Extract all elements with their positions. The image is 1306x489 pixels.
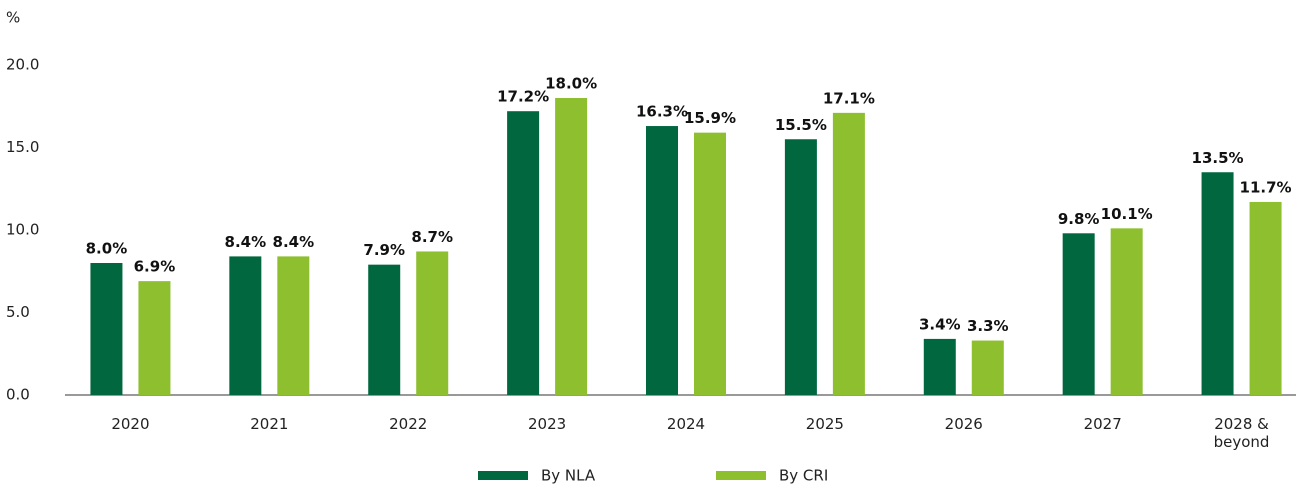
y-tick-label: 10.0	[6, 221, 39, 239]
bar	[1110, 228, 1143, 395]
bar	[229, 256, 262, 395]
value-label: 8.4%	[225, 233, 267, 251]
value-label: 11.7%	[1240, 178, 1292, 196]
x-tick-label: 2022	[389, 415, 428, 433]
bar	[416, 251, 449, 395]
bar	[971, 340, 1004, 395]
y-tick-label: 5.0	[6, 303, 30, 321]
bar	[368, 264, 401, 395]
value-label: 8.0%	[86, 240, 128, 258]
bar	[832, 112, 865, 395]
y-tick-label: 0.0	[6, 386, 30, 404]
value-label: 16.3%	[636, 103, 688, 121]
x-tick-label: 2023	[528, 415, 567, 433]
legend-swatch	[716, 471, 766, 480]
x-tick-label: 2026	[944, 415, 983, 433]
x-tick-label: 2028 & beyond	[1213, 415, 1270, 451]
value-label: 8.4%	[273, 233, 315, 251]
y-tick-label: 15.0	[6, 138, 39, 156]
value-label: 15.9%	[684, 109, 736, 127]
x-tick-label: 2025	[805, 415, 844, 433]
x-tick-label: 2021	[250, 415, 289, 433]
legend-swatch	[478, 471, 528, 480]
bar	[694, 132, 726, 395]
y-axis-label: %	[6, 9, 20, 27]
value-label: 10.1%	[1101, 205, 1153, 223]
value-label: 7.9%	[363, 241, 405, 259]
y-tick-label: 20.0	[6, 56, 39, 74]
value-label: 13.5%	[1192, 149, 1244, 167]
x-tick-label: 2027	[1083, 415, 1122, 433]
bar	[1201, 172, 1234, 395]
value-label: 3.4%	[919, 315, 961, 333]
value-label: 8.7%	[411, 228, 453, 246]
value-label: 6.9%	[134, 258, 176, 276]
bar	[646, 126, 678, 396]
legend-label: By NLA	[541, 467, 596, 485]
x-tick-label: 2024	[666, 415, 706, 433]
value-label: 3.3%	[967, 317, 1009, 335]
value-label: 18.0%	[545, 75, 597, 93]
bar	[1062, 233, 1095, 395]
value-label: 17.1%	[823, 89, 875, 107]
legend-label: By CRI	[779, 467, 828, 485]
bar	[507, 111, 540, 395]
bar	[277, 256, 310, 395]
value-label: 17.2%	[497, 88, 549, 106]
bar	[138, 281, 171, 395]
bar	[784, 139, 817, 395]
bar	[555, 98, 588, 395]
value-label: 9.8%	[1058, 210, 1100, 228]
bar	[1249, 201, 1282, 395]
x-tick-label: 2020	[111, 415, 150, 433]
bar	[923, 338, 956, 395]
bar	[90, 263, 123, 395]
value-label: 15.5%	[775, 116, 827, 134]
